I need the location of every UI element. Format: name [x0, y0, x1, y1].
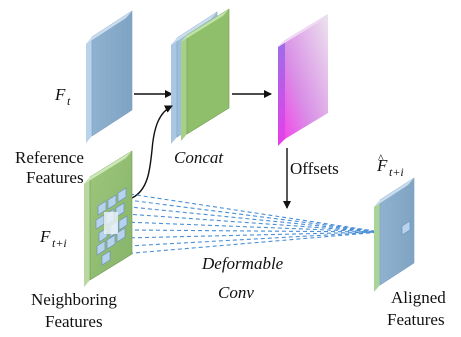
- aligned-ft-plus-i-symbol: F ^ t+i: [376, 151, 404, 179]
- reference-features-label-line1: Reference: [15, 148, 84, 167]
- reference-features-label-line2: Features: [26, 168, 84, 187]
- deformable-conv-label-line1: Deformable: [201, 254, 284, 273]
- neighboring-features-label-line2: Features: [45, 312, 103, 331]
- aligned-features-label-line1: Aligned: [391, 288, 446, 307]
- ft-plus-i-symbol: F t+i: [39, 227, 67, 250]
- svg-text:F: F: [54, 85, 66, 104]
- concat-block: [171, 8, 230, 144]
- svg-text:F: F: [39, 227, 51, 246]
- neighboring-features-label-line1: Neighboring: [31, 290, 117, 309]
- deformable-sampling-lines: [119, 192, 382, 255]
- svg-text:t+i: t+i: [389, 165, 404, 179]
- svg-text:F: F: [376, 156, 388, 175]
- aligned-features-label-line2: Features: [387, 310, 445, 329]
- offsets-block: [278, 14, 328, 146]
- svg-text:t+i: t+i: [52, 236, 67, 250]
- neighboring-feature-block: [84, 150, 133, 287]
- offsets-label: Offsets: [290, 159, 339, 178]
- aligned-sample-cell: [401, 220, 411, 236]
- arrow-neighboring-to-concat: [131, 105, 173, 199]
- aligned-feature-block: [374, 177, 415, 292]
- ft-symbol: F t: [54, 85, 71, 108]
- concat-label: Concat: [174, 148, 224, 167]
- deformable-conv-label-line2: Conv: [218, 283, 254, 302]
- reference-feature-block: [86, 10, 133, 143]
- svg-text:t: t: [67, 94, 71, 108]
- svg-text:^: ^: [378, 151, 384, 165]
